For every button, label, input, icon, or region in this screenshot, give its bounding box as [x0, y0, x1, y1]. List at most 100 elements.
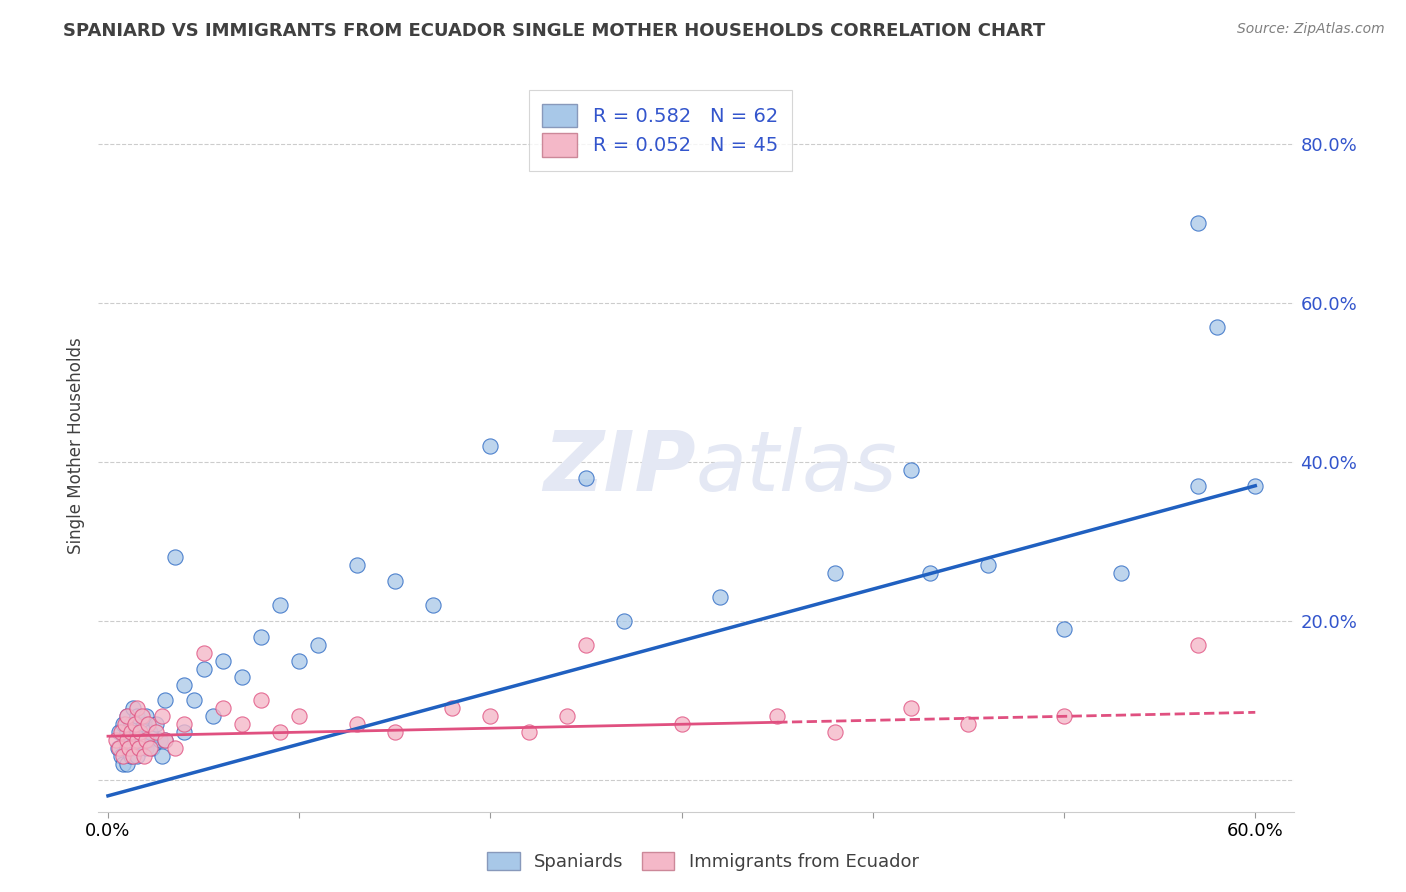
Point	[250, 693, 273, 707]
Point	[709, 590, 731, 604]
Point	[479, 439, 502, 453]
Point	[231, 669, 253, 683]
Point	[1053, 622, 1076, 636]
Point	[114, 733, 136, 747]
Point	[920, 566, 942, 581]
Point	[118, 741, 141, 756]
Point	[422, 598, 444, 612]
Point	[115, 733, 138, 747]
Point	[136, 717, 159, 731]
Text: SPANIARD VS IMMIGRANTS FROM ECUADOR SINGLE MOTHER HOUSEHOLDS CORRELATION CHART: SPANIARD VS IMMIGRANTS FROM ECUADOR SING…	[63, 22, 1046, 40]
Point	[115, 741, 138, 756]
Point	[135, 709, 157, 723]
Point	[900, 701, 922, 715]
Point	[118, 733, 141, 747]
Point	[134, 749, 156, 764]
Point	[115, 725, 138, 739]
Point	[120, 725, 142, 739]
Point	[112, 749, 135, 764]
Point	[1187, 216, 1209, 230]
Point	[136, 733, 159, 747]
Point	[211, 701, 233, 715]
Point	[824, 566, 846, 581]
Point	[125, 709, 148, 723]
Point	[1244, 479, 1267, 493]
Point	[150, 749, 173, 764]
Point	[384, 574, 406, 589]
Point	[766, 709, 789, 723]
Point	[141, 741, 163, 756]
Point	[155, 733, 177, 747]
Point	[120, 717, 142, 731]
Point	[173, 677, 195, 691]
Point	[193, 646, 215, 660]
Point	[346, 558, 368, 573]
Point	[613, 614, 636, 628]
Point	[139, 725, 162, 739]
Point	[269, 725, 291, 739]
Text: ZIP: ZIP	[543, 427, 696, 508]
Point	[288, 654, 311, 668]
Point	[288, 709, 311, 723]
Point	[307, 638, 329, 652]
Point	[824, 725, 846, 739]
Text: atlas: atlas	[696, 427, 897, 508]
Point	[250, 630, 273, 644]
Point	[115, 709, 138, 723]
Point	[121, 701, 143, 715]
Point	[139, 741, 162, 756]
Point	[129, 725, 152, 739]
Point	[1187, 638, 1209, 652]
Point	[125, 733, 148, 747]
Point	[211, 654, 233, 668]
Point	[110, 749, 132, 764]
Point	[231, 717, 253, 731]
Point	[1187, 479, 1209, 493]
Point	[163, 550, 186, 565]
Point	[555, 709, 578, 723]
Point	[269, 598, 291, 612]
Point	[104, 733, 127, 747]
Point	[202, 709, 225, 723]
Point	[441, 701, 464, 715]
Point	[134, 717, 156, 731]
Point	[131, 709, 153, 723]
Point	[671, 717, 693, 731]
Y-axis label: Single Mother Households: Single Mother Households	[66, 338, 84, 554]
Point	[1111, 566, 1133, 581]
Point	[900, 463, 922, 477]
Point	[479, 709, 502, 723]
Point	[517, 725, 540, 739]
Point	[115, 757, 138, 772]
Point	[125, 701, 148, 715]
Point	[125, 725, 148, 739]
Point	[129, 725, 152, 739]
Legend: R = 0.582   N = 62, R = 0.052   N = 45: R = 0.582 N = 62, R = 0.052 N = 45	[529, 90, 792, 170]
Point	[131, 733, 153, 747]
Point	[575, 638, 598, 652]
Point	[384, 725, 406, 739]
Point	[125, 749, 148, 764]
Point	[163, 741, 186, 756]
Point	[135, 733, 157, 747]
Point	[976, 558, 998, 573]
Point	[155, 693, 177, 707]
Point	[115, 709, 138, 723]
Point	[149, 733, 172, 747]
Point	[108, 741, 131, 756]
Point	[183, 693, 205, 707]
Point	[124, 733, 146, 747]
Point	[107, 741, 129, 756]
Point	[128, 741, 150, 756]
Point	[108, 725, 131, 739]
Point	[150, 709, 173, 723]
Point	[1053, 709, 1076, 723]
Point	[145, 725, 167, 739]
Point	[112, 757, 135, 772]
Point	[128, 741, 150, 756]
Point	[957, 717, 980, 731]
Point	[124, 717, 146, 731]
Point	[346, 717, 368, 731]
Point	[173, 725, 195, 739]
Point	[114, 717, 136, 731]
